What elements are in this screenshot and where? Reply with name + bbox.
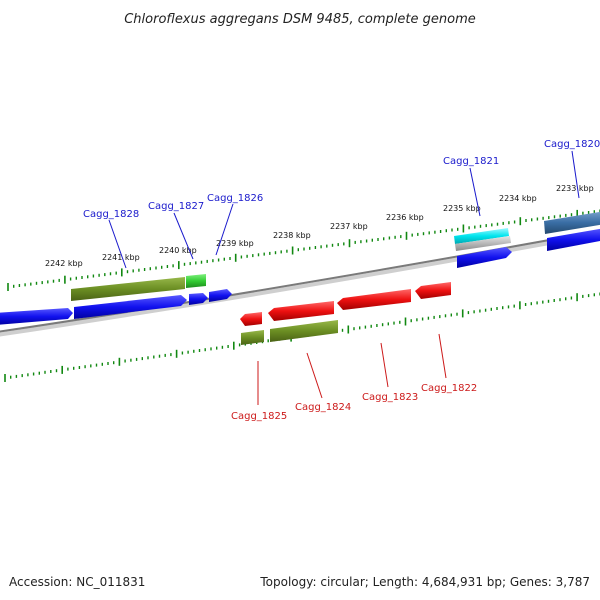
accession-text: Accession: NC_011831 xyxy=(9,575,145,589)
scale-label: 2237 kbp xyxy=(330,222,368,231)
gene-label[interactable]: Cagg_1824 xyxy=(295,402,351,413)
gene-arrow-reverse[interactable] xyxy=(240,312,262,326)
reverse-genes xyxy=(240,282,451,326)
gene-arrow-forward[interactable] xyxy=(189,293,208,305)
scale-label: 2242 kbp xyxy=(45,259,83,268)
gene-label[interactable]: Cagg_1823 xyxy=(362,392,418,403)
scale-label: 2240 kbp xyxy=(159,246,197,255)
scale-labels: 2242 kbp 2241 kbp 2240 kbp 2239 kbp 2238… xyxy=(45,184,594,268)
scale-label: 2236 kbp xyxy=(386,213,424,222)
gene-arrow-forward[interactable] xyxy=(209,289,232,302)
feature-bar-cyan[interactable] xyxy=(454,228,509,244)
gene-arrow-reverse[interactable] xyxy=(415,282,451,299)
label-leaders-top xyxy=(108,150,580,269)
gene-arrow-reverse[interactable] xyxy=(268,301,334,321)
gene-label[interactable]: Cagg_1820 xyxy=(544,139,600,150)
gene-label[interactable]: Cagg_1822 xyxy=(421,383,477,394)
feature-bar-grey[interactable] xyxy=(455,236,511,251)
gene-arrow-reverse[interactable] xyxy=(337,289,411,310)
gene-label[interactable]: Cagg_1827 xyxy=(148,201,204,212)
gene-label[interactable]: Cagg_1821 xyxy=(443,156,499,167)
gene-arrow-forward[interactable] xyxy=(74,295,187,319)
scale-label: 2233 kbp xyxy=(556,184,594,193)
scale-label: 2238 kbp xyxy=(273,231,311,240)
scale-label: 2234 kbp xyxy=(499,194,537,203)
feature-bar-olive[interactable] xyxy=(71,277,185,301)
gene-arrow-forward[interactable] xyxy=(547,228,600,251)
scale-label: 2235 kbp xyxy=(443,204,481,213)
genome-backbone xyxy=(0,229,600,337)
scale-track-top xyxy=(7,209,600,291)
forward-genes xyxy=(0,228,600,325)
gene-labels-top: Cagg_1828 Cagg_1827 Cagg_1826 Cagg_1821 … xyxy=(83,139,600,220)
feature-bar-green[interactable] xyxy=(186,274,206,288)
gene-label[interactable]: Cagg_1826 xyxy=(207,193,263,204)
scale-label: 2239 kbp xyxy=(216,239,254,248)
gene-label[interactable]: Cagg_1825 xyxy=(231,411,287,422)
gene-arrow-forward[interactable] xyxy=(0,308,73,325)
feature-bar-steel[interactable] xyxy=(544,211,600,234)
reverse-features xyxy=(241,320,338,345)
feature-bar-olive[interactable] xyxy=(270,320,338,342)
feature-bar-olive[interactable] xyxy=(241,330,264,345)
map-title: Chloroflexus aggregans DSM 9485, complet… xyxy=(124,12,476,27)
gene-labels-bottom: Cagg_1825 Cagg_1824 Cagg_1823 Cagg_1822 xyxy=(231,383,477,422)
gene-label[interactable]: Cagg_1828 xyxy=(83,209,139,220)
forward-features xyxy=(71,211,600,301)
genome-summary-text: Topology: circular; Length: 4,684,931 bp… xyxy=(259,575,590,589)
gene-arrow-forward[interactable] xyxy=(457,247,512,268)
scale-label: 2241 kbp xyxy=(102,253,140,262)
label-leaders-bottom xyxy=(257,333,447,405)
